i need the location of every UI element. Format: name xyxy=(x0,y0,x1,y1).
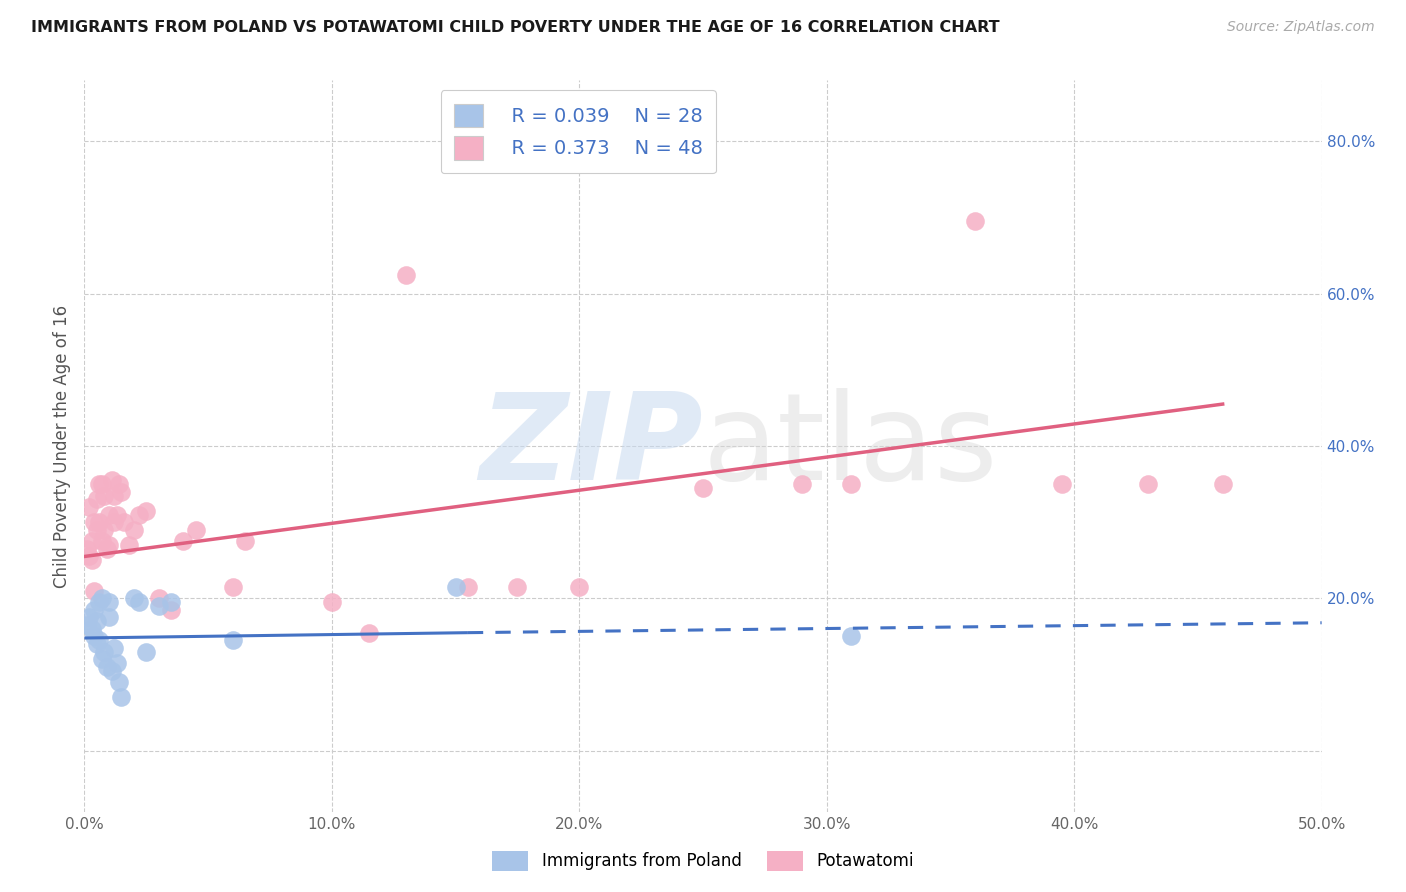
Text: atlas: atlas xyxy=(703,387,998,505)
Point xyxy=(100,664,122,678)
Point xyxy=(89,633,111,648)
Point xyxy=(790,477,813,491)
Point xyxy=(122,591,145,606)
Point xyxy=(128,508,150,522)
Point xyxy=(76,618,98,632)
Point xyxy=(457,580,479,594)
Point xyxy=(93,489,115,503)
Point xyxy=(444,580,467,594)
Text: ZIP: ZIP xyxy=(479,387,703,505)
Point xyxy=(86,637,108,651)
Point xyxy=(90,591,112,606)
Point xyxy=(148,591,170,606)
Point xyxy=(76,541,98,556)
Point xyxy=(80,622,103,636)
Point xyxy=(1212,477,1234,491)
Point xyxy=(841,630,863,644)
Point xyxy=(79,610,101,624)
Point xyxy=(222,633,245,648)
Point xyxy=(89,477,111,491)
Legend: Immigrants from Poland, Potawatomi: Immigrants from Poland, Potawatomi xyxy=(484,842,922,880)
Point xyxy=(110,690,132,705)
Point xyxy=(89,515,111,529)
Point xyxy=(93,523,115,537)
Point xyxy=(98,610,121,624)
Point xyxy=(160,595,183,609)
Point xyxy=(184,523,207,537)
Point xyxy=(108,477,131,491)
Point xyxy=(148,599,170,613)
Point xyxy=(160,603,183,617)
Point xyxy=(83,515,105,529)
Point xyxy=(83,583,105,598)
Point xyxy=(86,614,108,628)
Point xyxy=(79,500,101,514)
Point xyxy=(122,523,145,537)
Point xyxy=(90,534,112,549)
Point xyxy=(83,603,105,617)
Point xyxy=(96,541,118,556)
Point xyxy=(233,534,256,549)
Point xyxy=(86,492,108,507)
Point xyxy=(568,580,591,594)
Point xyxy=(395,268,418,282)
Point xyxy=(135,645,157,659)
Point xyxy=(357,625,380,640)
Point xyxy=(118,538,141,552)
Point xyxy=(108,675,131,690)
Point xyxy=(128,595,150,609)
Point xyxy=(965,214,987,228)
Point xyxy=(103,640,125,655)
Point xyxy=(96,660,118,674)
Point xyxy=(321,595,343,609)
Point xyxy=(110,484,132,499)
Point xyxy=(98,595,121,609)
Point xyxy=(79,549,101,564)
Y-axis label: Child Poverty Under the Age of 16: Child Poverty Under the Age of 16 xyxy=(53,304,72,588)
Point xyxy=(103,489,125,503)
Point xyxy=(90,477,112,491)
Point xyxy=(89,595,111,609)
Point xyxy=(103,515,125,529)
Point xyxy=(841,477,863,491)
Point xyxy=(135,504,157,518)
Point xyxy=(222,580,245,594)
Point xyxy=(80,534,103,549)
Point xyxy=(80,553,103,567)
Point xyxy=(172,534,194,549)
Legend:   R = 0.039    N = 28,   R = 0.373    N = 48: R = 0.039 N = 28, R = 0.373 N = 48 xyxy=(440,90,716,173)
Point xyxy=(506,580,529,594)
Text: Source: ZipAtlas.com: Source: ZipAtlas.com xyxy=(1227,20,1375,34)
Point xyxy=(90,652,112,666)
Point xyxy=(105,508,128,522)
Point xyxy=(98,508,121,522)
Point xyxy=(93,645,115,659)
Point xyxy=(100,473,122,487)
Point xyxy=(83,630,105,644)
Point xyxy=(98,538,121,552)
Point xyxy=(112,515,135,529)
Point xyxy=(692,481,714,495)
Point xyxy=(105,656,128,670)
Point xyxy=(1137,477,1160,491)
Text: IMMIGRANTS FROM POLAND VS POTAWATOMI CHILD POVERTY UNDER THE AGE OF 16 CORRELATI: IMMIGRANTS FROM POLAND VS POTAWATOMI CHI… xyxy=(31,20,1000,35)
Point xyxy=(1050,477,1073,491)
Point xyxy=(86,523,108,537)
